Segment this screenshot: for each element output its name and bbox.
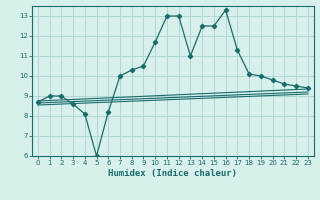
X-axis label: Humidex (Indice chaleur): Humidex (Indice chaleur): [108, 169, 237, 178]
